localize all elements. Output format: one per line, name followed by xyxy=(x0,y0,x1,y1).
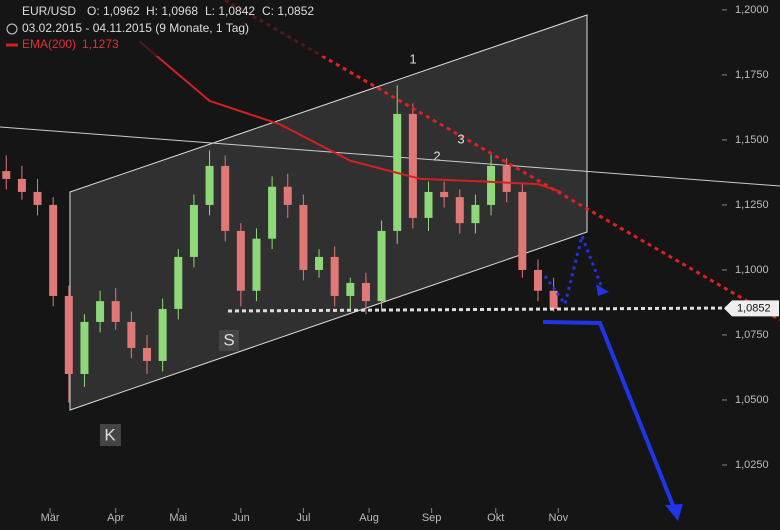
candle-body xyxy=(174,256,183,309)
candle-body xyxy=(424,191,433,218)
header-bg xyxy=(0,0,330,56)
candle-body xyxy=(96,301,105,322)
candle-body xyxy=(408,113,417,218)
candle-body xyxy=(17,178,26,192)
x-tick-label: Nov xyxy=(549,512,569,524)
candle-body xyxy=(455,197,464,224)
candle-body xyxy=(361,282,370,302)
candle-body xyxy=(49,204,58,296)
ohlc-label: C: 1,0852 xyxy=(262,4,314,18)
candle-body xyxy=(487,165,496,205)
y-tick-label: 1,0500 xyxy=(735,394,769,406)
arrow-head xyxy=(596,284,609,296)
annotation: 3 xyxy=(457,131,464,146)
y-tick-label: 1,2000 xyxy=(735,4,769,16)
annotation: 2 xyxy=(433,148,440,163)
candle-body xyxy=(33,191,42,205)
y-tick-label: 1,1000 xyxy=(735,264,769,276)
label-box xyxy=(100,424,121,446)
ema-line xyxy=(138,40,562,193)
ohlc-label: H: 1,0968 xyxy=(146,4,198,18)
x-tick-label: Apr xyxy=(107,512,124,524)
candle-body xyxy=(111,301,120,322)
projection xyxy=(542,320,676,509)
candle-body xyxy=(189,204,198,257)
candle-body xyxy=(205,165,214,205)
x-tick-label: Jun xyxy=(232,512,250,524)
candle-body xyxy=(268,186,277,239)
candle-body xyxy=(346,282,355,296)
resistance-line xyxy=(0,126,780,187)
candle-body xyxy=(252,238,261,291)
candle-body xyxy=(471,204,480,224)
candle-body xyxy=(315,256,324,270)
date-range: 03.02.2015 - 04.11.2015 (9 Monate, 1 Tag… xyxy=(22,21,249,35)
candle-body xyxy=(2,171,11,179)
x-tick-label: Aug xyxy=(359,512,379,524)
ohlc-label: O: 1,0962 xyxy=(87,4,140,18)
candle-body xyxy=(518,191,527,270)
ohlc-label: L: 1,0842 xyxy=(205,4,255,18)
y-tick-label: 1,1750 xyxy=(735,69,769,81)
candle-body xyxy=(127,321,136,348)
x-tick-label: Okt xyxy=(487,512,504,524)
legend-value: 1,1273 xyxy=(82,37,119,51)
legend-label: EMA(200) xyxy=(22,37,76,51)
candle-body xyxy=(64,295,73,374)
candle-body xyxy=(533,269,542,291)
annotation: K xyxy=(104,425,116,444)
candle-body xyxy=(158,308,167,361)
annotation: S xyxy=(223,330,234,349)
symbol: EUR/USD xyxy=(22,4,76,18)
candle-body xyxy=(283,186,292,205)
candle-body xyxy=(549,290,558,309)
x-tick-label: Sep xyxy=(422,512,442,524)
arrow-head xyxy=(665,504,683,521)
candle-body xyxy=(299,204,308,270)
candle-body xyxy=(143,347,152,361)
x-tick-label: Mär xyxy=(41,512,60,524)
x-tick-label: Mai xyxy=(169,512,187,524)
candle-body xyxy=(80,321,89,374)
candle-body xyxy=(377,230,386,302)
clock-icon xyxy=(6,23,18,35)
label-box xyxy=(219,330,239,351)
candle-body xyxy=(502,165,511,192)
candle-body xyxy=(236,230,245,291)
y-tick-label: 1,0250 xyxy=(735,459,769,471)
y-tick-label: 1,0750 xyxy=(735,329,769,341)
candle-body xyxy=(221,165,230,231)
y-tick-label: 1,1500 xyxy=(735,134,769,146)
x-tick-label: Jul xyxy=(296,512,310,524)
price-tag xyxy=(724,300,779,317)
candle-body xyxy=(330,256,339,296)
annotation: 1 xyxy=(409,51,416,66)
candle-body xyxy=(440,191,449,198)
y-tick-label: 1,1250 xyxy=(735,199,769,211)
plot-area xyxy=(2,40,562,403)
price-tag-label: 1,0852 xyxy=(737,302,771,314)
